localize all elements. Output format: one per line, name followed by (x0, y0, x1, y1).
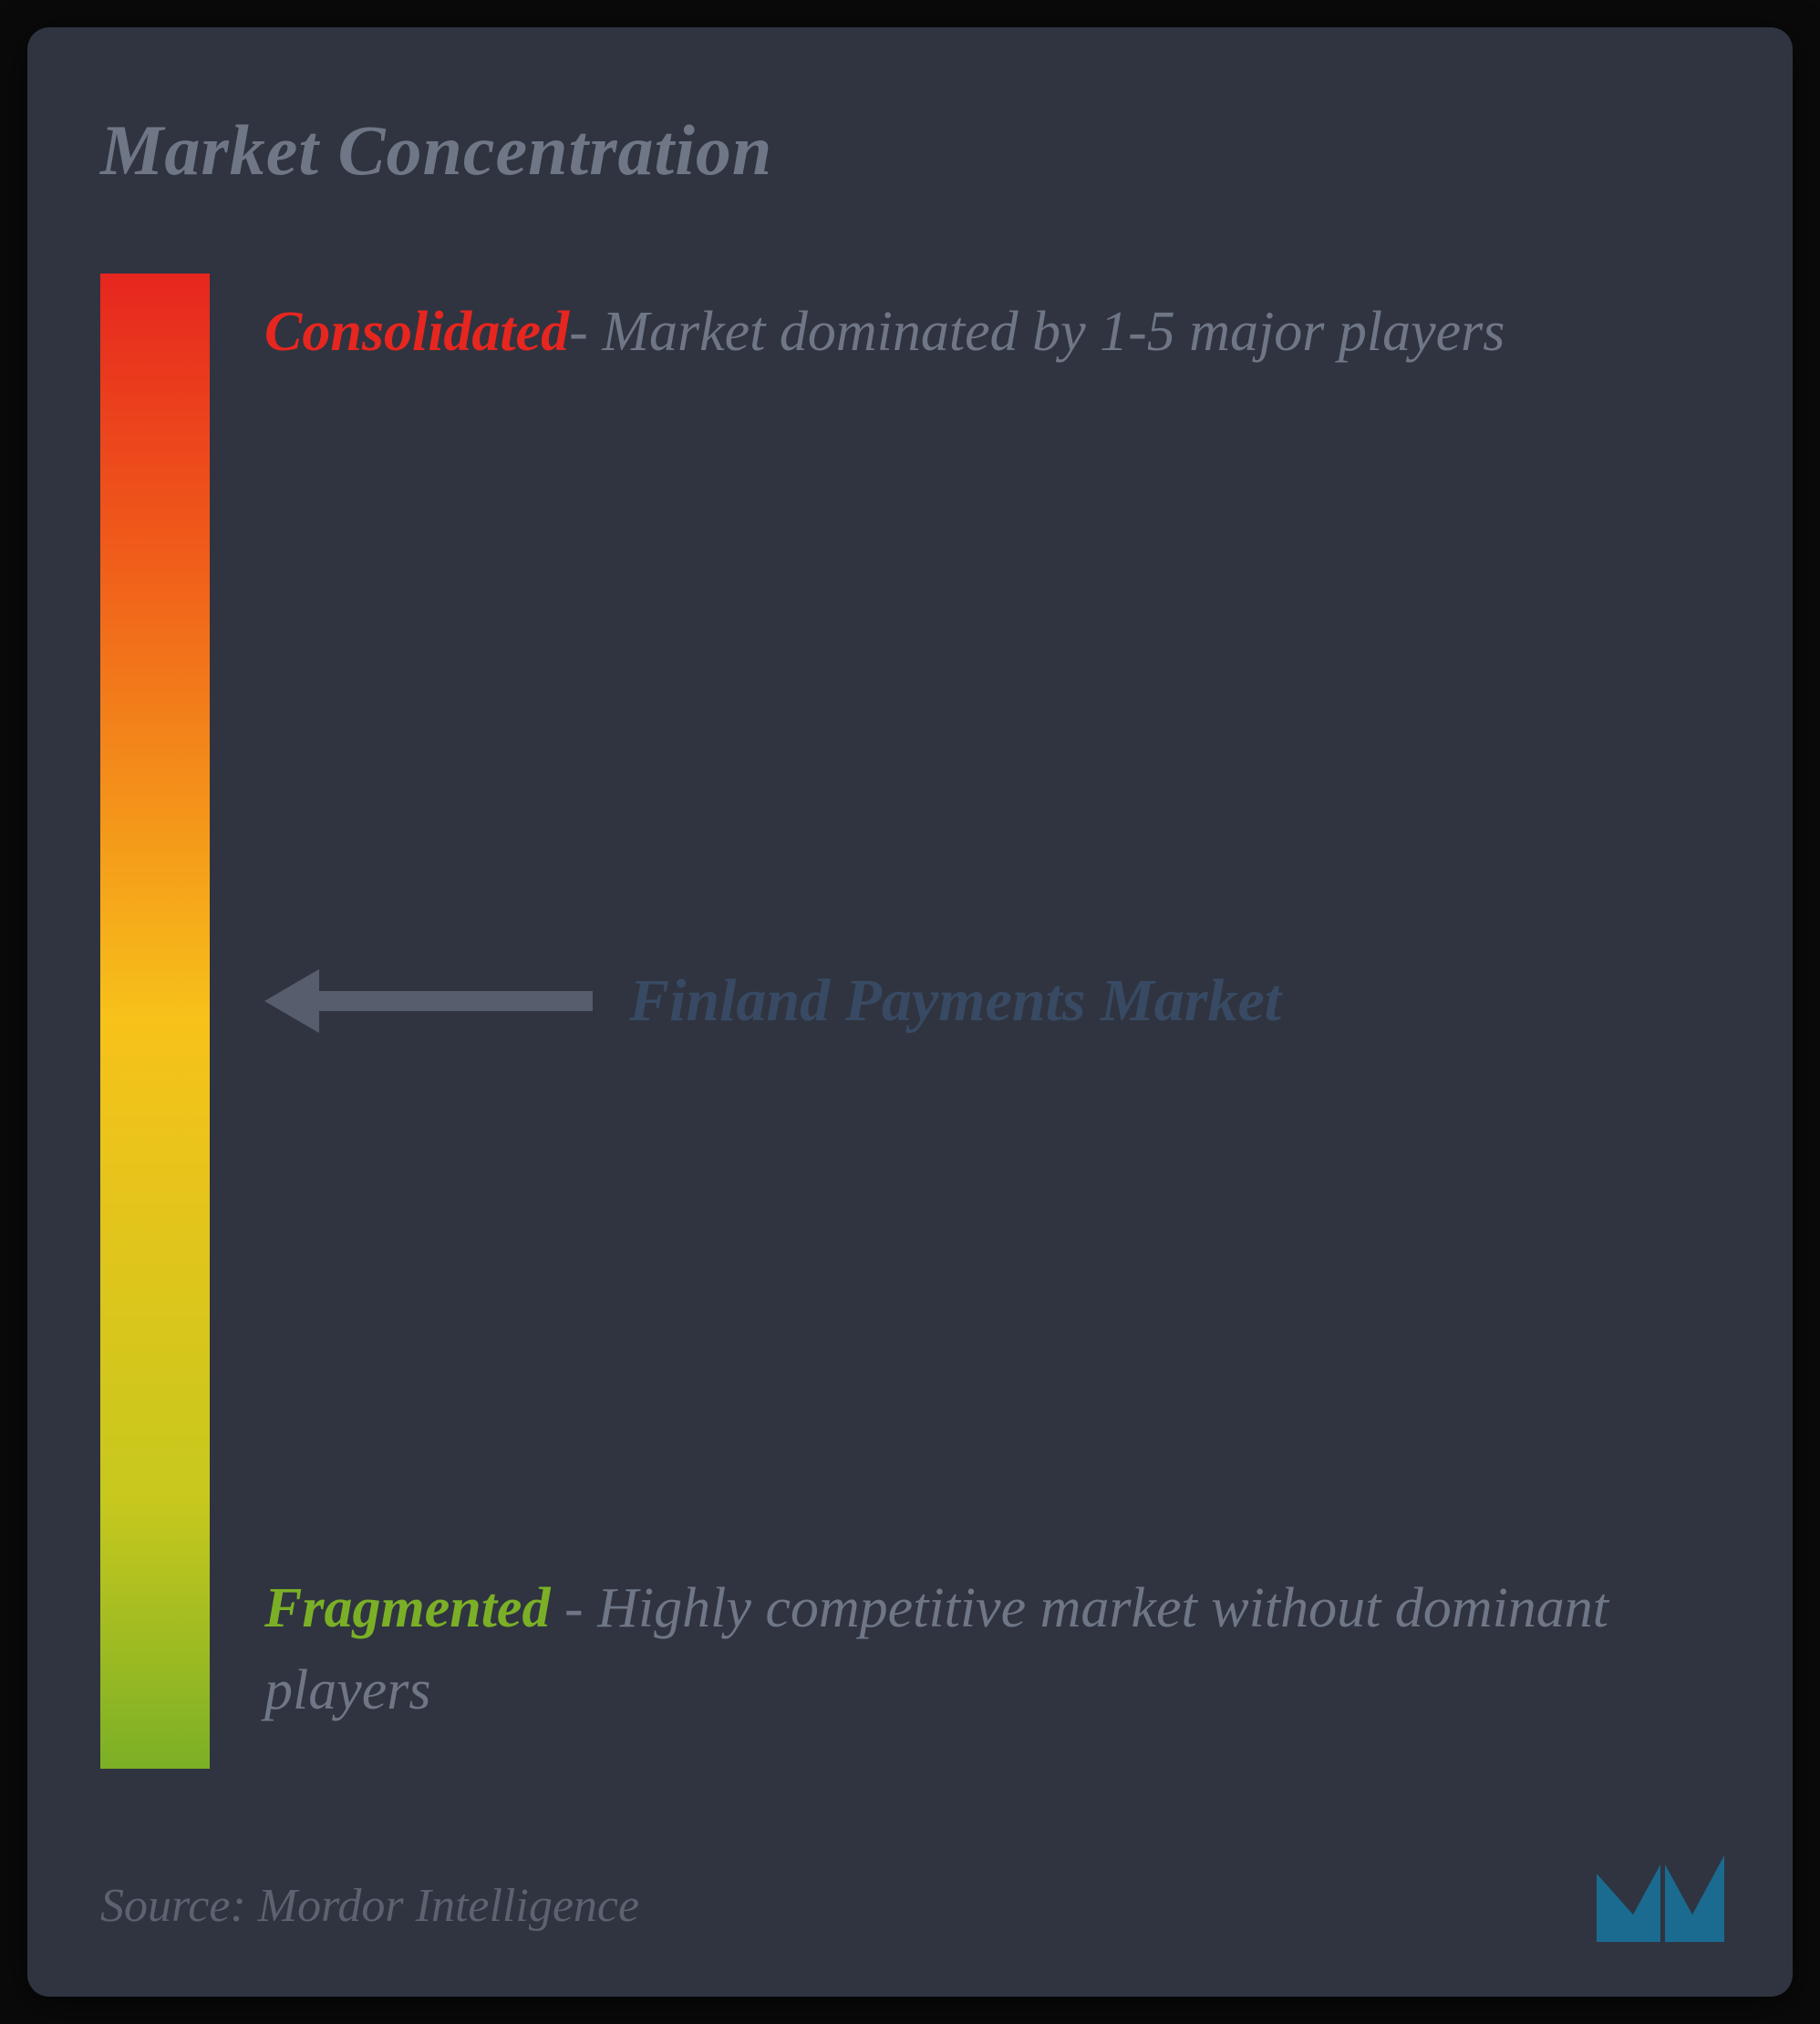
fragmented-keyword: Fragmented (264, 1577, 550, 1639)
fragmented-label: Fragmented - Highly competitive market w… (264, 1568, 1720, 1732)
concentration-gradient-bar (100, 274, 210, 1769)
consolidated-keyword: Consolidated (264, 301, 569, 363)
market-indicator-row: Finland Payments Market (264, 957, 1720, 1045)
concentration-card: Market Concentration Consolidated- Marke… (27, 27, 1793, 1997)
consolidated-description: - Market dominated by 1-5 major players (569, 301, 1505, 363)
mordor-logo-icon (1592, 1846, 1729, 1947)
source-attribution: Source: Mordor Intelligence (100, 1879, 639, 1933)
consolidated-label: Consolidated- Market dominated by 1-5 ma… (264, 292, 1720, 374)
arrow-left-icon (264, 978, 593, 1024)
market-name: Finland Payments Market (629, 957, 1281, 1045)
page-title: Market Concentration (100, 109, 772, 191)
